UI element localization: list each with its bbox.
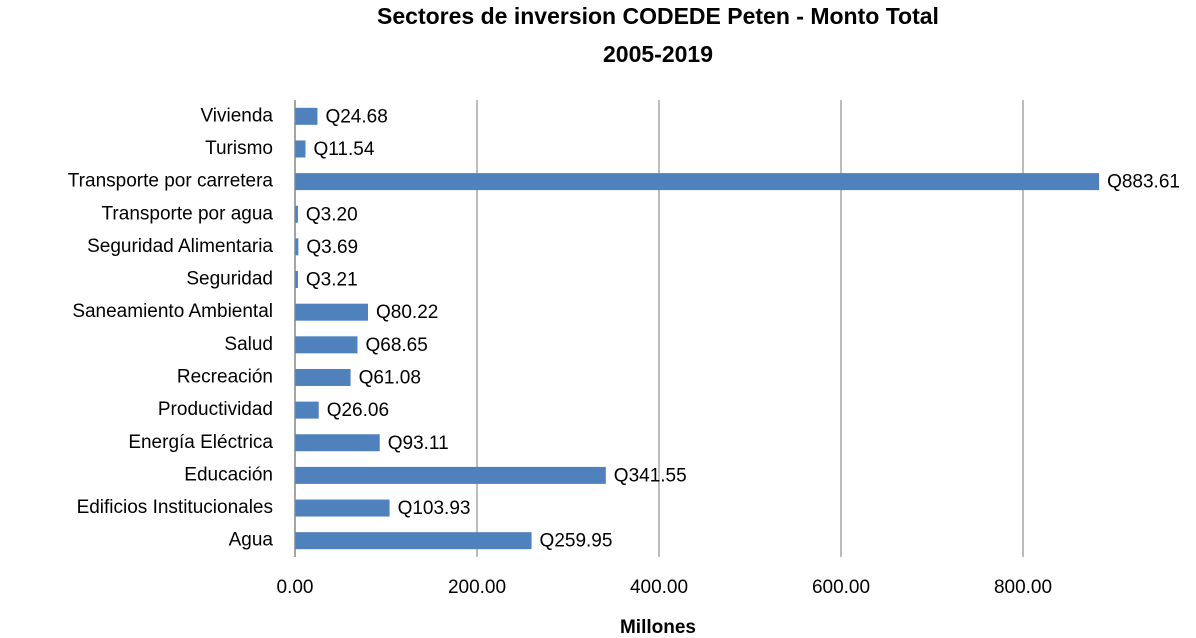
data-label: Q3.21	[306, 270, 358, 291]
data-label: Q341.55	[614, 465, 687, 486]
bar	[295, 303, 369, 321]
bar	[295, 336, 358, 354]
x-tick-label: 200.00	[448, 577, 506, 598]
y-tick-label: Educación	[184, 464, 273, 485]
data-label: Q26.06	[327, 400, 389, 421]
data-label: Q11.54	[314, 139, 375, 160]
bar	[295, 499, 390, 517]
data-label: Q3.20	[306, 204, 358, 225]
chart-title: 2005-2019	[603, 41, 713, 67]
bar	[295, 205, 298, 223]
y-tick-label: Transporte por carretera	[68, 171, 274, 192]
bar	[295, 107, 318, 125]
x-tick-label: 0.00	[277, 577, 314, 598]
data-label: Q93.11	[388, 433, 449, 454]
bar	[295, 368, 351, 386]
y-tick-label: Energía Eléctrica	[128, 432, 273, 453]
x-tick-label: 400.00	[630, 577, 688, 598]
y-tick-label: Salud	[224, 334, 273, 355]
data-label: Q61.08	[359, 367, 421, 388]
y-tick-label: Seguridad Alimentaria	[87, 236, 273, 257]
data-label: Q883.61	[1107, 172, 1180, 193]
bar	[295, 271, 298, 289]
data-label: Q3.69	[306, 237, 358, 258]
y-tick-label: Saneamiento Ambiental	[72, 301, 273, 322]
data-label: Q103.93	[398, 498, 471, 519]
y-tick-label: Transporte por agua	[102, 203, 274, 224]
bar	[295, 173, 1100, 191]
y-tick-label: Vivienda	[200, 105, 273, 126]
bar	[295, 532, 532, 550]
bar	[295, 434, 380, 452]
x-axis-label: Millones	[620, 617, 696, 638]
chart-title: Sectores de inversion CODEDE Peten - Mon…	[377, 3, 939, 29]
y-tick-label: Agua	[229, 530, 274, 551]
y-tick-label: Edificios Institucionales	[77, 497, 273, 518]
y-tick-label: Seguridad	[186, 269, 273, 290]
y-tick-label: Recreación	[177, 366, 273, 387]
x-tick-label: 600.00	[812, 577, 870, 598]
y-tick-label: Turismo	[205, 138, 273, 159]
bar	[295, 401, 319, 419]
data-label: Q259.95	[540, 531, 613, 552]
data-label: Q68.65	[365, 335, 427, 356]
bar	[295, 466, 606, 484]
data-label: Q24.68	[325, 106, 387, 127]
bar	[295, 238, 299, 256]
y-tick-label: Productividad	[158, 399, 273, 420]
bar	[295, 140, 306, 158]
x-tick-label: 800.00	[994, 577, 1052, 598]
data-label: Q80.22	[376, 302, 438, 323]
